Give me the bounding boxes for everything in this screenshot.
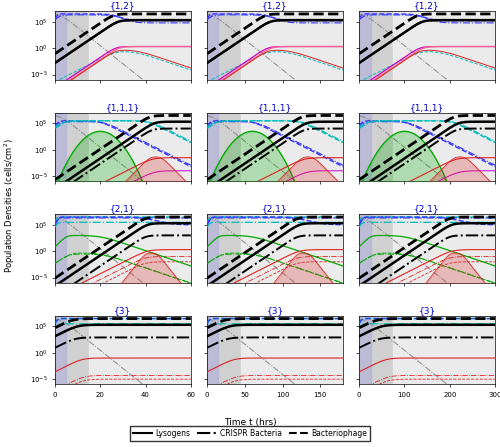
- Bar: [207, 11, 218, 80]
- Bar: [89, 214, 191, 283]
- Bar: [393, 214, 495, 283]
- Bar: [393, 113, 495, 181]
- Bar: [241, 11, 343, 80]
- Bar: [241, 214, 343, 283]
- Bar: [241, 113, 343, 181]
- Bar: [359, 214, 370, 283]
- Title: {1,1,1}: {1,1,1}: [410, 103, 444, 112]
- Legend: Lysogens, CRISPR Bacteria, Bacteriophage: Lysogens, CRISPR Bacteria, Bacteriophage: [130, 426, 370, 441]
- Title: {1,2}: {1,2}: [414, 1, 440, 10]
- Title: {1,2}: {1,2}: [262, 1, 288, 10]
- Bar: [89, 316, 191, 384]
- Bar: [89, 113, 191, 181]
- Text: Time t (hrs): Time t (hrs): [224, 418, 276, 427]
- Bar: [393, 11, 495, 80]
- Bar: [207, 316, 218, 384]
- Title: {1,1,1}: {1,1,1}: [106, 103, 140, 112]
- Bar: [207, 214, 218, 283]
- Bar: [55, 113, 66, 181]
- Title: {1,2}: {1,2}: [110, 1, 136, 10]
- Title: {2,1}: {2,1}: [262, 204, 288, 214]
- Bar: [359, 316, 370, 384]
- Title: {2,1}: {2,1}: [110, 204, 136, 214]
- Title: {2,1}: {2,1}: [414, 204, 440, 214]
- Bar: [55, 11, 66, 80]
- Title: {3}: {3}: [114, 306, 132, 315]
- Bar: [55, 214, 66, 283]
- Bar: [89, 11, 191, 80]
- Title: {1,1,1}: {1,1,1}: [258, 103, 292, 112]
- Title: {3}: {3}: [418, 306, 436, 315]
- Bar: [359, 11, 370, 80]
- Bar: [393, 316, 495, 384]
- Bar: [359, 113, 370, 181]
- Text: Population Densities (cells/cm$^2$): Population Densities (cells/cm$^2$): [2, 138, 17, 273]
- Title: {3}: {3}: [266, 306, 283, 315]
- Bar: [241, 316, 343, 384]
- Bar: [55, 316, 66, 384]
- Bar: [207, 113, 218, 181]
